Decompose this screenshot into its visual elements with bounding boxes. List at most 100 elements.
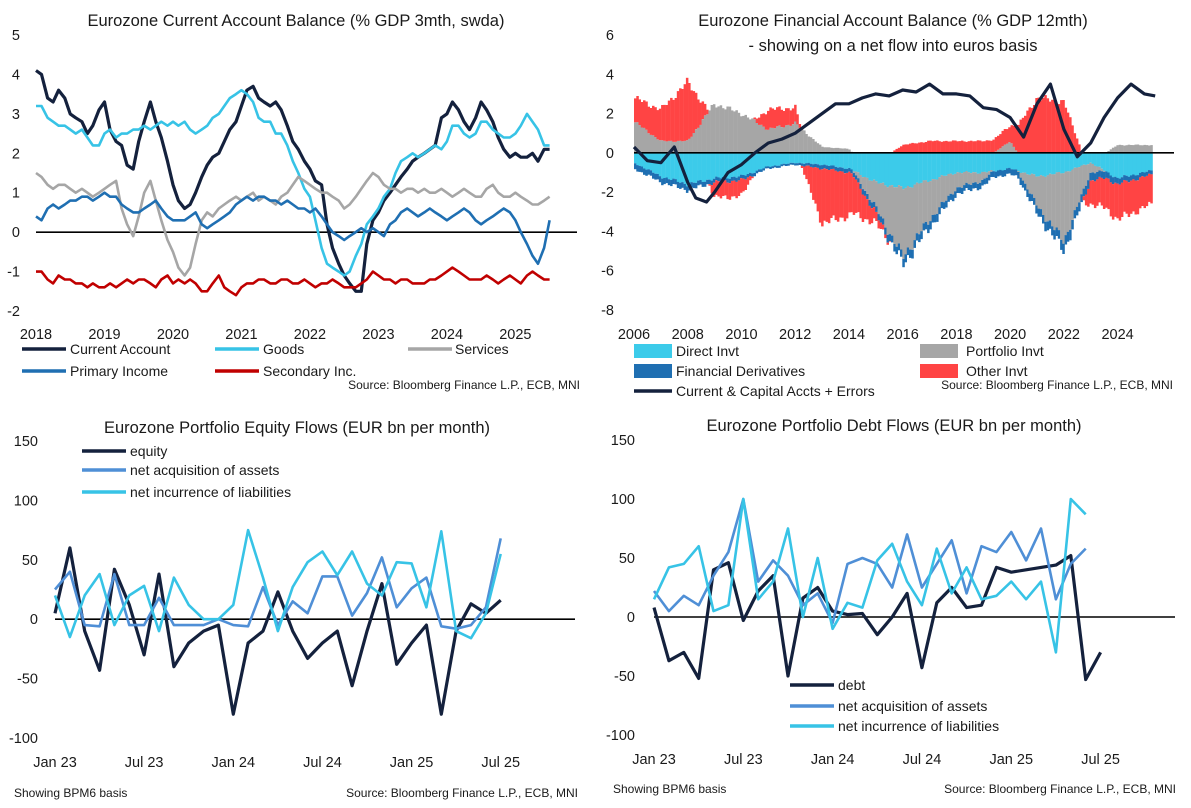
bar-segment-0 <box>789 152 793 163</box>
bar-segment-1 <box>1139 145 1142 153</box>
bar-segment-3 <box>1150 174 1153 204</box>
bar-segment-1 <box>692 132 696 153</box>
bar-segment-1 <box>1078 167 1081 203</box>
bar-segment-1 <box>832 148 835 153</box>
bar-segment-0 <box>836 152 840 168</box>
legend-label: Services <box>455 341 509 357</box>
bar-segment-1 <box>1024 172 1027 184</box>
bar-segment-2 <box>1008 167 1011 174</box>
bar-segment-0 <box>803 152 806 164</box>
bar-segment-2 <box>827 166 831 171</box>
bar-segment-1 <box>949 173 953 194</box>
bar-segment-0 <box>990 152 993 171</box>
bar-segment-2 <box>791 162 795 165</box>
bar-segment-2 <box>658 176 662 183</box>
source-note: Source: Bloomberg Finance L.P., ECB, MNI <box>944 782 1176 796</box>
bar-segment-0 <box>870 152 874 181</box>
bar-segment-0 <box>814 152 817 164</box>
bar-segment-2 <box>1046 221 1050 231</box>
bar-segment-2 <box>823 164 826 169</box>
bar-segment-3 <box>951 140 955 153</box>
x-tick-label: 2021 <box>225 327 257 343</box>
bar-segment-2 <box>1010 169 1013 176</box>
x-tick-label: Jan 23 <box>632 752 676 768</box>
bar-segment-1 <box>636 122 639 153</box>
bar-segment-1 <box>1039 175 1043 210</box>
bar-segment-2 <box>1105 171 1108 178</box>
bar-segment-0 <box>1134 152 1137 176</box>
bar-segment-1 <box>1148 145 1151 153</box>
bar-segment-0 <box>997 152 1000 171</box>
bar-segment-2 <box>854 175 858 180</box>
x-tick-label: Jan 23 <box>33 755 77 771</box>
bar-segment-3 <box>755 118 759 123</box>
bar-segment-2 <box>703 181 707 187</box>
bar-segment-3 <box>992 139 995 153</box>
bar-segment-1 <box>1100 168 1104 172</box>
bar-segment-0 <box>798 152 802 163</box>
bar-segment-0 <box>827 152 831 166</box>
bar-segment-2 <box>1057 230 1061 239</box>
bar-segment-3 <box>676 91 680 141</box>
bar-segment-0 <box>674 152 678 180</box>
bar-segment-3 <box>1089 180 1092 204</box>
bar-segment-2 <box>670 180 673 187</box>
bar-segment-2 <box>911 249 914 259</box>
bar-segment-3 <box>1116 183 1119 219</box>
bar-segment-0 <box>958 152 962 173</box>
bar-segment-1 <box>848 149 851 153</box>
bar-segment-1 <box>1118 144 1122 153</box>
bar-segment-3 <box>751 176 754 179</box>
bar-segment-3 <box>701 101 705 120</box>
bar-segment-2 <box>728 178 732 184</box>
bar-segment-0 <box>909 152 912 188</box>
bar-segment-1 <box>976 173 980 184</box>
bar-segment-2 <box>706 179 709 185</box>
bar-segment-1 <box>663 140 666 153</box>
bar-segment-2 <box>997 170 1000 177</box>
bar-segment-3 <box>649 108 653 135</box>
bar-segment-3 <box>1107 178 1110 210</box>
bar-segment-1 <box>1123 145 1126 153</box>
x-tick-label: Jul 25 <box>1081 752 1120 768</box>
bar-segment-3 <box>1139 177 1142 209</box>
bar-segment-0 <box>1107 152 1110 173</box>
bar-segment-1 <box>818 144 822 153</box>
bar-segment-3 <box>850 173 853 213</box>
bar-segment-2 <box>958 187 962 194</box>
source-note: Source: Bloomberg Finance L.P., ECB, MNI <box>941 378 1173 392</box>
bar-segment-2 <box>1069 229 1072 241</box>
bar-segment-1 <box>863 176 867 191</box>
bar-segment-1 <box>1143 144 1146 153</box>
bar-segment-2 <box>884 227 887 235</box>
bar-segment-3 <box>1143 177 1146 209</box>
bar-segment-0 <box>1127 152 1131 177</box>
bar-segment-0 <box>1150 152 1153 171</box>
bar-segment-3 <box>636 96 639 123</box>
chart-subtitle: - showing on a net flow into euros basis <box>749 37 1038 55</box>
bar-segment-0 <box>1102 152 1106 171</box>
bar-segment-0 <box>1062 152 1065 174</box>
bar-segment-1 <box>1001 146 1004 153</box>
bar-segment-3 <box>1123 180 1126 212</box>
bar-segment-0 <box>816 152 820 165</box>
bar-segment-1 <box>873 179 876 202</box>
bar-segment-2 <box>843 168 847 174</box>
bar-segment-0 <box>643 152 646 169</box>
bar-segment-1 <box>861 177 865 190</box>
bar-segment-0 <box>685 152 689 187</box>
bar-segment-3 <box>740 178 743 193</box>
bar-segment-1 <box>929 181 932 221</box>
bar-segment-2 <box>839 167 842 172</box>
bar-segment-3 <box>922 142 926 153</box>
bar-segment-1 <box>1145 145 1149 153</box>
bar-segment-3 <box>958 141 962 153</box>
bar-segment-0 <box>1046 152 1050 176</box>
bar-segment-3 <box>1033 105 1036 153</box>
bar-segment-2 <box>708 179 711 185</box>
bar-segment-3 <box>688 83 691 139</box>
bar-segment-2 <box>1015 169 1018 176</box>
bar-segment-2 <box>1060 239 1063 250</box>
bar-segment-2 <box>1132 174 1135 180</box>
bar-segment-0 <box>1125 152 1128 176</box>
